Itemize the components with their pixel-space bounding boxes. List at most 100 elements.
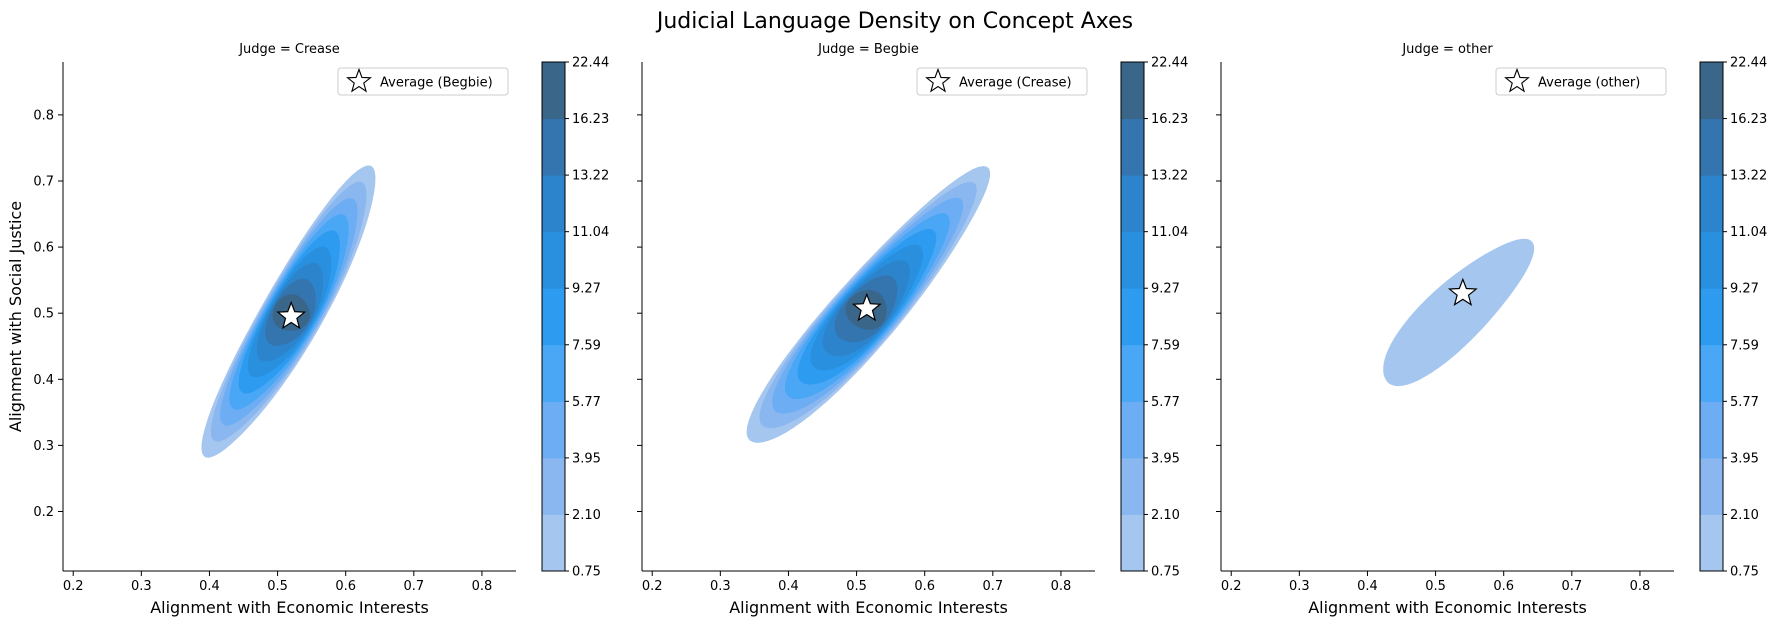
legend-label: Average (Begbie) xyxy=(380,76,493,91)
colorbar-band-4 xyxy=(542,344,565,402)
y-tick-label: 0.3 xyxy=(33,439,54,454)
panel-title: Judge = other xyxy=(1401,42,1493,57)
colorbar-tick-label: 7.59 xyxy=(1151,338,1180,353)
x-axis-label: Alignment with Economic Interests xyxy=(150,598,429,617)
colorbar-tick-label: 2.10 xyxy=(1151,508,1180,523)
colorbar-tick-label: 9.27 xyxy=(1151,282,1180,297)
x-tick-label: 0.5 xyxy=(1425,579,1446,594)
colorbar-band-5 xyxy=(1121,288,1144,346)
y-tick-label: 0.7 xyxy=(33,174,54,189)
colorbar-band-6 xyxy=(1700,231,1723,289)
legend: Average (other) xyxy=(1495,67,1667,96)
x-tick-label: 0.6 xyxy=(1493,579,1514,594)
colorbar-tick-label: 3.95 xyxy=(572,451,601,466)
x-axis-label: Alignment with Economic Interests xyxy=(1308,598,1587,617)
colorbar-band-7 xyxy=(1121,175,1144,233)
x-tick-label: 0.3 xyxy=(1289,579,1310,594)
x-tick-label: 0.8 xyxy=(1051,579,1072,594)
y-tick-label: 0.2 xyxy=(33,505,54,520)
colorbar-band-9 xyxy=(542,62,565,120)
colorbar-frame xyxy=(1699,61,1724,572)
colorbar-band-4 xyxy=(1121,344,1144,402)
colorbar-tick-label: 11.04 xyxy=(572,225,609,240)
x-tick-label: 0.6 xyxy=(914,579,935,594)
colorbar-tick-label: 22.44 xyxy=(1730,56,1767,71)
colorbar-tick-label: 9.27 xyxy=(1730,282,1759,297)
colorbar: 0.75 2.10 3.95 5.77 7.59 9.27 11.04 13.22 16.23 2… xyxy=(541,56,609,580)
colorbar-tick-label: 9.27 xyxy=(572,282,601,297)
panel-title: Judge = Begbie xyxy=(817,42,919,57)
colorbar-band-2 xyxy=(542,457,565,515)
colorbar-tick-label: 0.75 xyxy=(572,565,601,580)
colorbar-tick-label: 3.95 xyxy=(1151,451,1180,466)
colorbar: 0.75 2.10 3.95 5.77 7.59 9.27 11.04 13.22 16.23 2… xyxy=(1699,56,1767,580)
colorbar-tick-label: 2.10 xyxy=(1730,508,1759,523)
x-tick-label: 0.5 xyxy=(846,579,867,594)
colorbar-band-7 xyxy=(542,175,565,233)
panel-1: 0.2 0.3 0.4 0.5 0.6 0.7 0.8 0.2 0.3 0.4 0.5 0.6 0.7 0… xyxy=(6,42,609,617)
average-star-marker xyxy=(1447,277,1478,307)
x-tick-label: 0.8 xyxy=(472,579,493,594)
x-tick-label: 0.2 xyxy=(63,579,84,594)
colorbar-band-3 xyxy=(1700,401,1723,459)
x-tick-label: 0.2 xyxy=(1221,579,1242,594)
legend-box xyxy=(916,67,1088,96)
colorbar-tick-label: 2.10 xyxy=(572,508,601,523)
x-tick-label: 0.8 xyxy=(1630,579,1651,594)
colorbar-band-2 xyxy=(1700,457,1723,515)
legend-star-icon xyxy=(1504,67,1530,93)
x-tick-label: 0.2 xyxy=(642,579,663,594)
colorbar-tick-label: 13.22 xyxy=(572,169,609,184)
figure-title: Judicial Language Density on Concept Axe… xyxy=(655,9,1133,34)
colorbar-tick-label: 11.04 xyxy=(1151,225,1188,240)
colorbar-band-1 xyxy=(542,514,565,572)
panel-title: Judge = Crease xyxy=(238,42,340,57)
colorbar-band-3 xyxy=(1121,401,1144,459)
colorbar-band-4 xyxy=(1700,344,1723,402)
legend-box xyxy=(337,67,509,96)
colorbar-band-9 xyxy=(1700,62,1723,120)
legend-star-icon xyxy=(925,67,951,93)
colorbar-band-1 xyxy=(1121,514,1144,572)
x-tick-label: 0.4 xyxy=(1357,579,1378,594)
colorbar-tick-label: 7.59 xyxy=(1730,338,1759,353)
x-tick-label: 0.4 xyxy=(778,579,799,594)
colorbar-tick-label: 16.23 xyxy=(1151,112,1188,127)
y-tick-label: 0.8 xyxy=(33,108,54,123)
colorbar-band-5 xyxy=(542,288,565,346)
legend-label: Average (other) xyxy=(1538,76,1640,91)
average-star-marker xyxy=(276,300,307,330)
colorbar-band-6 xyxy=(1121,231,1144,289)
colorbar-tick-label: 5.77 xyxy=(1730,395,1759,410)
colorbar-band-8 xyxy=(1121,118,1144,176)
panel-2: 0.2 0.3 0.4 0.5 0.6 0.7 0.8 Judge = Begbie Align… xyxy=(637,42,1188,617)
colorbar-band-1 xyxy=(1700,514,1723,572)
colorbar-tick-label: 0.75 xyxy=(1151,565,1180,580)
y-tick-label: 0.6 xyxy=(33,241,54,256)
x-tick-label: 0.3 xyxy=(710,579,731,594)
colorbar-tick-label: 5.77 xyxy=(1151,395,1180,410)
colorbar-band-9 xyxy=(1121,62,1144,120)
colorbar-band-8 xyxy=(542,118,565,176)
colorbar-band-2 xyxy=(1121,457,1144,515)
colorbar-tick-label: 0.75 xyxy=(1730,565,1759,580)
y-tick-label: 0.5 xyxy=(33,307,54,322)
colorbar-band-3 xyxy=(542,401,565,459)
colorbar-tick-label: 13.22 xyxy=(1730,169,1767,184)
colorbar-band-5 xyxy=(1700,288,1723,346)
density-contours xyxy=(1383,238,1535,387)
colorbar-tick-label: 13.22 xyxy=(1151,169,1188,184)
colorbar-band-6 xyxy=(542,231,565,289)
density-contour-level-1 xyxy=(1383,238,1535,387)
average-star-marker xyxy=(851,292,882,322)
colorbar-tick-label: 16.23 xyxy=(572,112,609,127)
x-tick-label: 0.5 xyxy=(267,579,288,594)
panel-3: 0.2 0.3 0.4 0.5 0.6 0.7 0.8 Judge = other Alignm… xyxy=(1216,42,1767,617)
colorbar-frame xyxy=(1120,61,1145,572)
x-tick-label: 0.7 xyxy=(1561,579,1582,594)
x-tick-label: 0.4 xyxy=(199,579,220,594)
x-tick-label: 0.7 xyxy=(982,579,1003,594)
colorbar-tick-label: 16.23 xyxy=(1730,112,1767,127)
colorbar-frame xyxy=(541,61,566,572)
